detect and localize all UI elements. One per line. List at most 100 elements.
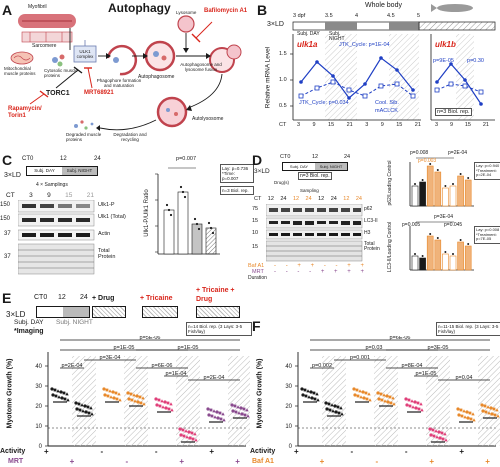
data-point — [411, 405, 415, 409]
d-mrt-label: MRT — [252, 269, 264, 275]
c-point — [169, 213, 173, 217]
data-point — [90, 412, 94, 416]
c-ct12: 12 — [60, 156, 67, 162]
data-point — [206, 407, 210, 411]
data-point — [481, 409, 485, 413]
data-point — [50, 387, 54, 391]
data-point — [184, 429, 188, 433]
f-baf-sign: + — [429, 457, 435, 466]
data-point — [63, 397, 67, 401]
c-point — [207, 221, 211, 225]
c-ct-row-15: 15 — [65, 192, 73, 199]
p-value-label: p=3E-05 — [428, 345, 449, 351]
data-point — [51, 393, 55, 397]
data-point — [191, 437, 195, 441]
panel-b: B — [255, 0, 500, 150]
mitochondria-icon — [10, 51, 34, 65]
data-point — [328, 408, 332, 412]
p-value-label: p=0.001 — [350, 355, 370, 361]
degraded-protein-icon — [74, 120, 94, 130]
d-bar — [442, 187, 449, 207]
p-value-label: p=6E-06 — [390, 336, 411, 341]
data-point — [472, 418, 476, 422]
dpf-tick-3: 4.5 — [387, 13, 395, 19]
data-point — [331, 409, 335, 413]
f-baf-sign: + — [485, 457, 490, 466]
data-point — [495, 408, 499, 412]
f-activity-label: Activity — [250, 448, 276, 455]
panel-d: D 3×LD CT0 12 24 Subj. DAY Subj. NIGHT n… — [248, 150, 500, 281]
d-western-blot — [266, 204, 363, 262]
d-ct-lane: 12 — [292, 196, 300, 202]
panel-a: A Autophagy — [0, 0, 255, 150]
data-point — [416, 401, 420, 405]
d-baf-row: - - + + - - + + — [274, 263, 364, 269]
d-p62-chart — [409, 157, 474, 207]
data-point — [361, 390, 365, 394]
data-point — [142, 402, 146, 406]
autophagy-diagram — [10, 14, 242, 131]
series-ulk1a-coolsib — [300, 57, 414, 99]
d-band-3: H3 — [364, 230, 371, 236]
label-mitochondria: Mitochondrial muscle proteins — [4, 66, 36, 76]
data-point — [242, 407, 246, 411]
data-point — [167, 407, 171, 411]
data-point — [130, 398, 134, 402]
data-point — [135, 394, 139, 398]
data-point — [111, 390, 115, 394]
d-top-p3: p=0.003 — [418, 158, 437, 164]
f-baf-label: Baf A1 — [252, 458, 274, 465]
p-value-label: p=6E-06 — [152, 363, 173, 369]
data-point — [435, 435, 439, 439]
d-bar — [457, 241, 464, 271]
c-bar — [191, 223, 203, 255]
label-degraded: Degraded muscle proteins — [66, 132, 102, 142]
c-point — [181, 190, 185, 194]
data-point — [141, 396, 145, 400]
data-point — [333, 404, 337, 408]
data-point — [231, 409, 235, 413]
d-duration-label: Duration — [248, 275, 267, 281]
e-mrt-sign: - — [125, 457, 129, 466]
c-ylabel: Ulk1-P/Ulk1 Ratio — [144, 189, 150, 237]
d-bar — [464, 179, 472, 207]
e-night-segment — [63, 307, 89, 317]
data-point — [330, 403, 334, 407]
data-point — [157, 398, 161, 402]
d-ct-lane: 24 — [330, 196, 337, 202]
data-point — [56, 389, 60, 393]
p-right-1: p=9E-05 — [433, 58, 454, 64]
data-point — [325, 407, 329, 411]
data-point — [484, 410, 488, 414]
d-mw-1: 75 — [252, 206, 259, 212]
data-point — [86, 405, 90, 409]
d-mrt-sign: - — [297, 269, 300, 275]
d-ct-lane: 12 — [267, 196, 274, 202]
d-baf-sign: + — [297, 263, 301, 269]
p-right-2: p=0.30 — [467, 58, 484, 64]
d-point — [467, 243, 470, 245]
data-point — [62, 391, 66, 395]
d-ct-row-label: CT — [254, 196, 262, 202]
data-point — [185, 435, 189, 439]
data-point — [118, 398, 122, 402]
data-point — [309, 390, 313, 394]
c-ratio-chart — [155, 167, 220, 255]
e-drug-label: + Drug — [92, 295, 115, 302]
tick-label: 10 — [285, 424, 292, 430]
data-point — [233, 404, 237, 408]
data-point — [440, 431, 444, 435]
data-point — [112, 396, 116, 400]
data-point — [362, 396, 366, 400]
f-ylabel: Myotome Growth (%) — [256, 358, 264, 429]
data-point — [336, 405, 340, 409]
dpf-tick-1: 3.5 — [325, 13, 333, 19]
data-point — [380, 398, 384, 402]
d-ct-lane: 12 — [318, 196, 325, 202]
panel-c: C 3×LD CT0 12 24 Subj. DAY Subj. NIGHT 4… — [0, 150, 254, 280]
ytick-1: 1.5 — [279, 51, 287, 57]
autophagosome-icon — [144, 40, 176, 72]
data-point — [166, 401, 170, 405]
data-point — [179, 433, 183, 437]
ct-tick: 15 — [328, 122, 335, 128]
